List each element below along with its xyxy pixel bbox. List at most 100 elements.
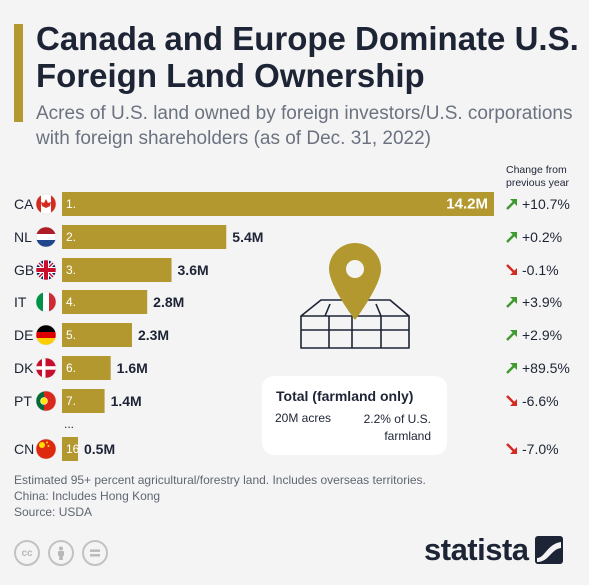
ellipsis-label: ... <box>64 417 74 431</box>
land-grid <box>301 316 409 348</box>
value-label: 0.5M <box>84 441 115 457</box>
category-label: IT <box>14 294 27 310</box>
land-top-lines <box>324 303 382 317</box>
flag-part <box>36 325 56 332</box>
change-label: -0.1% <box>522 262 559 278</box>
trend-up-arrowhead <box>510 363 517 370</box>
small-star <box>46 441 48 444</box>
rank-label: 4. <box>66 295 76 309</box>
title-accent-bar <box>14 24 23 122</box>
value-label: 2.3M <box>138 327 169 343</box>
small-star <box>47 445 50 447</box>
rank-label: 1. <box>66 197 76 211</box>
equals-icon <box>90 549 100 557</box>
statista-logo[interactable]: statista <box>424 532 563 568</box>
footnote-china: China: Includes Hong Kong <box>14 489 161 503</box>
germany-flag-icon <box>35 324 57 346</box>
flag-ring <box>35 193 57 215</box>
bar <box>62 225 227 249</box>
flag-part <box>36 268 56 272</box>
italy-flag-icon <box>35 291 57 313</box>
trend-down-arrowhead <box>510 399 517 406</box>
chart-subtitle: Acres of U.S. land owned by foreign inve… <box>36 103 573 149</box>
no-derivatives-icon[interactable] <box>82 540 108 566</box>
trend-up-arrowhead <box>510 232 517 239</box>
flag-fill <box>36 358 56 378</box>
flag-fill <box>36 439 56 459</box>
total-farmland-box: Total (farmland only) 20M acres 2.2% of … <box>262 376 447 455</box>
land-sides <box>300 316 410 349</box>
flag-part <box>36 338 56 345</box>
bar <box>62 323 132 347</box>
source-note: Source: USDA <box>14 505 93 519</box>
armillary <box>40 397 48 405</box>
portugal-flag-icon <box>35 390 57 412</box>
rank-label: 2. <box>66 230 76 244</box>
rank-label: 7. <box>66 394 76 408</box>
flag-part <box>36 234 56 240</box>
bar <box>62 290 148 314</box>
trend-down-arrowhead <box>510 268 517 275</box>
china-flag-icon <box>35 438 57 460</box>
canada-flag-icon <box>35 193 57 215</box>
flag-ring <box>35 357 57 379</box>
united-kingdom-flag-icon <box>35 259 57 281</box>
trend-up-arrowhead <box>510 330 517 337</box>
value-label: 1.4M <box>111 393 142 409</box>
bar <box>62 389 105 413</box>
change-label: +2.9% <box>522 327 562 343</box>
flag-part <box>36 332 56 338</box>
bar-chart-svg: CA 1. 14.2M +10.7% NL 2. 5.4M +0.2% GB 3. 3.6M -0.1… <box>14 192 570 461</box>
flag-fill <box>36 391 56 411</box>
value-label: 5.4M <box>232 229 263 245</box>
bar <box>62 356 111 380</box>
bar <box>62 192 494 216</box>
creative-commons-icon[interactable]: cc <box>14 540 40 566</box>
flag-ring <box>35 226 57 248</box>
flag-fill <box>36 227 56 247</box>
change-header-line-2: previous year <box>506 177 570 189</box>
bar <box>62 258 172 282</box>
maple-leaf <box>41 199 51 208</box>
category-label: GB <box>14 262 34 278</box>
trend-up-arrowhead <box>510 297 517 304</box>
trend-up-arrowhead <box>510 199 517 206</box>
flag-fill <box>36 260 56 280</box>
footnotes: Estimated 95+ percent agricultural/fores… <box>14 472 426 520</box>
value-label: 3.6M <box>178 262 209 278</box>
value-label: 1.6M <box>117 360 148 376</box>
flag-fill <box>36 194 56 214</box>
category-label: NL <box>14 229 32 245</box>
brand-name: statista <box>424 532 529 567</box>
flag-ring <box>35 291 57 313</box>
change-label: -6.6% <box>522 393 559 409</box>
flag-ring <box>35 259 57 281</box>
flag-ring <box>35 324 57 346</box>
farmland-map-pin-icon <box>300 299 410 349</box>
rank-label: 5. <box>66 328 76 342</box>
flag-fill <box>36 325 56 345</box>
flag-part <box>49 292 56 312</box>
category-label: DE <box>14 327 33 343</box>
map-pin <box>329 243 381 320</box>
denmark-flag-icon <box>35 357 57 379</box>
value-label: 2.8M <box>153 294 184 310</box>
change-label: +3.9% <box>522 294 562 310</box>
category-label: DK <box>14 360 34 376</box>
change-column-header: Change from previous year <box>506 164 569 190</box>
flag-ring <box>35 438 57 460</box>
flag-part <box>36 240 56 247</box>
category-label: CA <box>14 196 34 212</box>
attribution-icon[interactable] <box>48 540 74 566</box>
total-title: Total (farmland only) <box>276 388 414 404</box>
flag-part <box>36 194 41 214</box>
total-acres: 20M acres <box>275 411 332 425</box>
flag-part <box>44 391 56 411</box>
license-icons: cc <box>14 540 108 566</box>
rank-label: 16. <box>66 442 83 456</box>
bar <box>62 437 78 461</box>
flag-ring <box>35 390 57 412</box>
change-header-line-1: Change from <box>506 164 567 176</box>
bar-chart: CA 1. 14.2M +10.7% NL 2. 5.4M +0.2% GB 3. 3.6M -0.1… <box>0 180 589 475</box>
flag-part <box>36 227 56 234</box>
